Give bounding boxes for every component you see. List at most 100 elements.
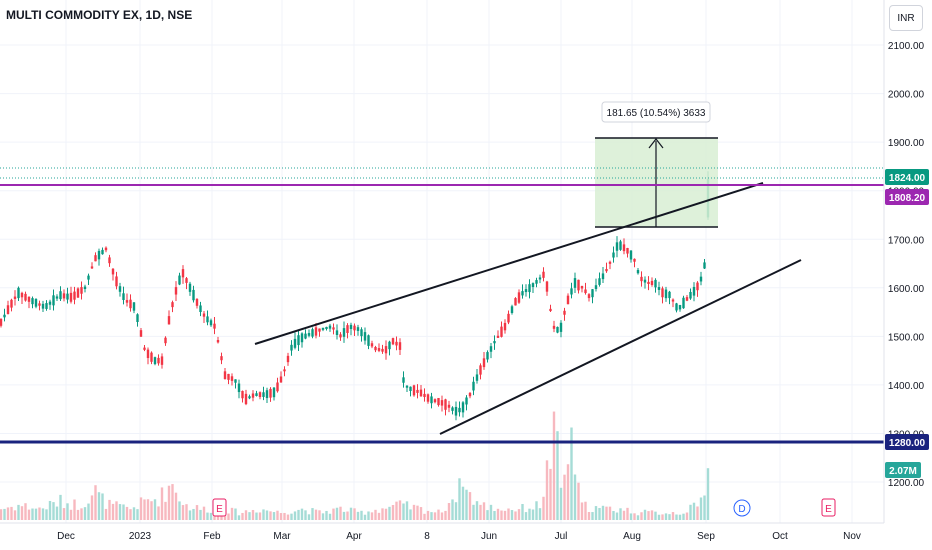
candle-body: [461, 402, 465, 413]
candle-body: [101, 249, 104, 255]
candle-body: [594, 285, 598, 289]
candle-body: [381, 348, 384, 352]
candle-body: [636, 269, 640, 274]
trend-lines[interactable]: [254, 182, 802, 435]
volume-bar: [244, 510, 248, 520]
volume-bar: [48, 500, 52, 520]
candle-body: [493, 341, 496, 344]
volume-bar: [349, 507, 353, 520]
volume-bar: [314, 509, 318, 520]
volume-bar: [290, 513, 293, 520]
volume-bar: [584, 501, 587, 520]
volume-bar: [423, 513, 426, 520]
volume-bar: [472, 504, 475, 520]
candle-body: [545, 281, 549, 292]
candle-body: [570, 288, 573, 295]
candle-body: [615, 242, 619, 251]
svg-text:2.07M: 2.07M: [889, 466, 917, 477]
volume-bar: [69, 509, 73, 520]
candle-body: [465, 397, 468, 405]
x-tick-label: Feb: [203, 531, 221, 542]
candle-body: [500, 326, 503, 337]
candle-body: [304, 333, 307, 339]
candle-body: [150, 352, 153, 362]
volume-bar: [94, 485, 97, 520]
volume-bar: [101, 493, 104, 520]
candle-body: [129, 299, 132, 309]
candle-body: [612, 252, 615, 258]
volume-bar: [90, 495, 94, 520]
candle-body: [391, 338, 395, 345]
candle-body: [370, 343, 374, 347]
volume-bar: [167, 485, 171, 520]
volume-bar: [706, 468, 710, 520]
volume-bar: [402, 503, 405, 520]
candle-body: [293, 338, 297, 348]
volume-bar: [671, 512, 675, 520]
candle-body: [699, 276, 703, 282]
volume-bar: [496, 508, 500, 520]
candle-body: [619, 241, 622, 250]
x-tick-label: Nov: [843, 531, 861, 542]
volume-bar: [293, 511, 297, 520]
volume-bar: [328, 513, 332, 520]
volume-bar: [640, 512, 643, 520]
candle-body: [374, 346, 377, 351]
volume-bar: [164, 501, 167, 520]
candle-body: [451, 407, 454, 411]
currency-button[interactable]: INR: [889, 5, 923, 31]
horizontal-levels[interactable]: [0, 167, 884, 444]
volume-bar: [125, 506, 129, 520]
volume-bar: [276, 510, 279, 520]
candle-body: [363, 332, 367, 341]
volume-bar: [304, 510, 307, 520]
candle-body: [237, 383, 241, 393]
event-marker-earnings-2[interactable]: E: [821, 498, 836, 517]
candle-body: [556, 326, 559, 333]
candle-body: [272, 387, 276, 398]
volume-bar: [181, 505, 185, 520]
volume-bar: [430, 512, 433, 520]
volume-bar: [682, 513, 685, 520]
event-marker-dividend[interactable]: D: [733, 499, 751, 517]
candle-body: [332, 327, 335, 330]
volume-bar: [563, 474, 566, 520]
event-marker-earnings-1[interactable]: E: [212, 498, 227, 517]
candle-body: [185, 278, 188, 283]
volume-bar: [255, 512, 258, 520]
candle-body: [244, 393, 248, 405]
candle-body: [241, 390, 244, 399]
candle-body: [398, 342, 402, 350]
volume-bar: [97, 492, 101, 520]
volume-bar: [66, 503, 69, 520]
candle-body: [206, 316, 209, 323]
candle-body: [419, 389, 423, 397]
symbol-title[interactable]: MULTI COMMODITY EX, 1D, NSE: [6, 8, 193, 22]
volume-bar: [437, 509, 440, 520]
time-axis[interactable]: Dec 2023 Feb Mar Apr 8 Jun Jul Aug Sep Oct Nov: [0, 522, 884, 542]
volume-bar: [661, 514, 664, 520]
upper-trendline[interactable]: [254, 182, 764, 345]
volume-bar: [650, 510, 654, 520]
candle-body: [678, 305, 682, 310]
candle-body: [412, 385, 416, 396]
candle-body: [13, 296, 17, 299]
volume-bar: [552, 411, 556, 520]
candle-body: [83, 286, 87, 289]
price-axis[interactable]: 1200.001300.001400.001500.001600.001700.…: [883, 0, 929, 523]
volume-bar: [370, 512, 374, 520]
x-tick-label: Sep: [697, 531, 715, 542]
svg-text:1824.00: 1824.00: [889, 173, 926, 184]
candle-body: [10, 299, 13, 308]
candle-body: [55, 296, 59, 299]
lower-trendline[interactable]: [439, 259, 802, 435]
candle-body: [486, 352, 489, 360]
measure-box[interactable]: [595, 137, 718, 228]
candle-body: [328, 325, 332, 329]
candle-body: [307, 333, 311, 336]
volume-bar: [0, 509, 3, 520]
volume-bar: [482, 502, 486, 520]
candle-body: [34, 299, 38, 307]
volume-bar: [388, 506, 391, 520]
